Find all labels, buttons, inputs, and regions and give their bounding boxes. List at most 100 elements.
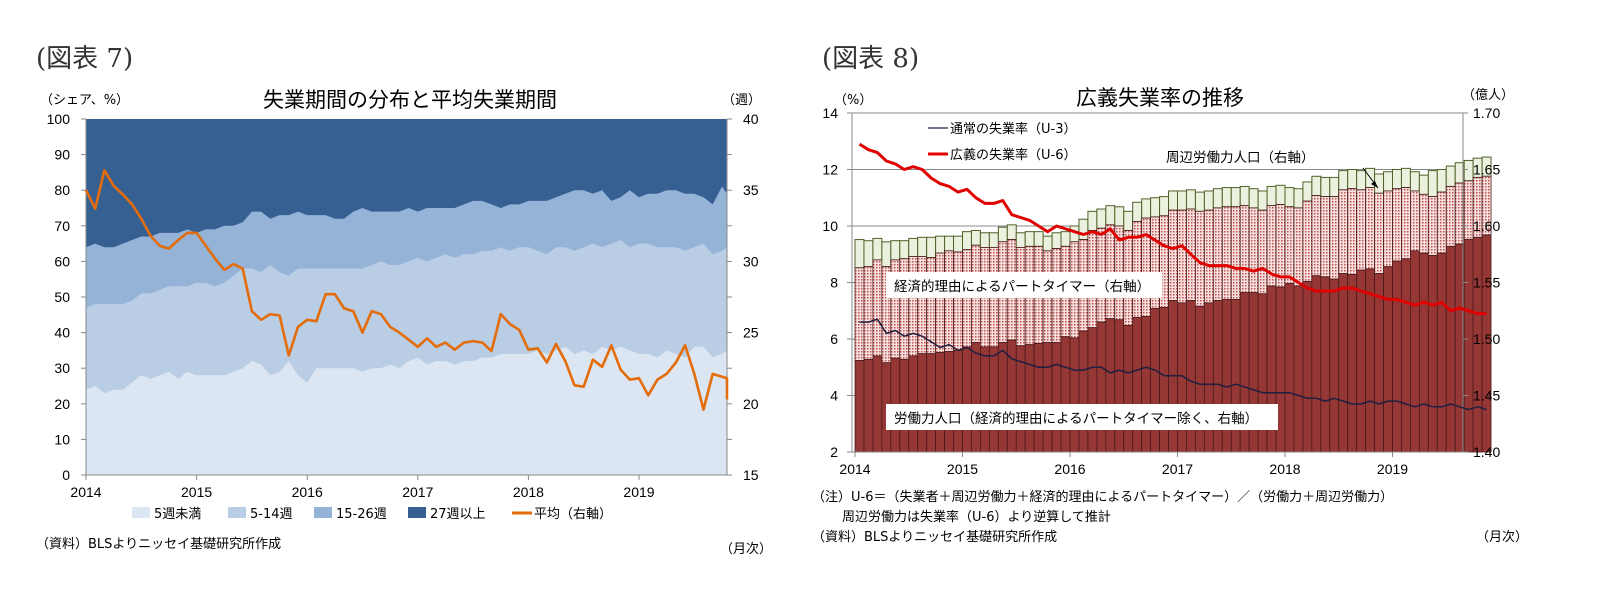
y-tick-label: 90	[54, 147, 70, 163]
bar-marginal	[1257, 190, 1268, 211]
bar-part-timers	[1365, 187, 1375, 270]
bar-part-timers	[935, 252, 945, 353]
bar-marginal	[908, 237, 919, 258]
legend-swatch-lt5	[132, 507, 150, 518]
bar-part-timers	[1221, 206, 1232, 300]
x-tick-label: 2015	[181, 484, 212, 500]
bar-marginal	[1311, 175, 1322, 196]
bar-marginal	[944, 235, 955, 252]
chart-8-title: 広義失業率の推移	[1076, 86, 1244, 110]
bar-labor-force	[1401, 258, 1411, 453]
bar-labor-force	[988, 346, 999, 453]
bar-labor-force	[1150, 308, 1160, 453]
bar-marginal	[1409, 171, 1420, 192]
y-tick-label: 10	[54, 431, 70, 447]
bar-marginal	[1105, 205, 1116, 226]
bar-labor-force	[1427, 254, 1438, 453]
bar-marginal	[1356, 170, 1367, 191]
annotation-part-timers: 経済的理由によるパートタイマー（右軸）	[894, 279, 1150, 295]
bar-part-timers	[1284, 206, 1295, 285]
bar-marginal	[1177, 190, 1187, 211]
bar-marginal	[1185, 189, 1196, 210]
legend-label-avg: 平均（右軸）	[534, 507, 612, 522]
y2-tick-label: 1.60	[1473, 218, 1500, 234]
y-tick-label: 60	[54, 253, 70, 269]
y-tick-label: 12	[822, 162, 838, 178]
bar-part-timers	[1311, 195, 1322, 277]
bar-marginal	[1230, 187, 1241, 208]
bar-marginal	[1159, 196, 1170, 217]
bar-marginal	[1015, 232, 1026, 248]
bar-marginal	[881, 241, 892, 268]
bar-labor-force	[1311, 275, 1322, 453]
bar-part-timers	[1427, 196, 1438, 256]
bar-labor-force	[1087, 327, 1098, 453]
bar-labor-force	[872, 355, 883, 453]
chart-7-right-unit: （週）	[722, 93, 762, 108]
y-tick-label: 20	[54, 396, 70, 412]
bar-labor-force	[997, 341, 1008, 453]
chart-8-source: （資料）BLSよりニッセイ基礎研究所作成	[812, 530, 1058, 545]
bar-labor-force	[1356, 269, 1367, 453]
bar-labor-force	[1006, 339, 1017, 453]
bar-marginal	[1302, 181, 1313, 202]
legend-swatch-w27	[408, 507, 426, 518]
line-u6	[858, 142, 1487, 316]
y2-tick-label: 20	[743, 396, 759, 412]
bar-marginal	[1239, 185, 1250, 207]
bar-labor-force	[1365, 268, 1375, 453]
bar-marginal	[962, 231, 972, 251]
bar-marginal	[854, 239, 865, 269]
bar-labor-force	[1293, 285, 1304, 453]
bar-marginal	[1293, 188, 1304, 209]
bar-part-timers	[1248, 207, 1259, 294]
x-tick-label: 2017	[1162, 461, 1193, 477]
chart-8-frequency: （月次）	[1476, 530, 1529, 545]
y2-tick-label: 25	[743, 325, 759, 341]
area-lt5	[86, 346, 727, 475]
bar-part-timers	[1338, 189, 1349, 274]
bar-labor-force	[926, 353, 937, 453]
y-tick-label: 6	[830, 331, 838, 347]
bar-labor-force	[1033, 343, 1044, 453]
bar-part-timers	[1356, 189, 1367, 271]
x-tick-label: 2015	[947, 461, 978, 477]
bar-marginal	[1392, 169, 1402, 190]
x-tick-label: 2014	[70, 484, 101, 500]
bar-part-timers	[1401, 187, 1411, 260]
bar-labor-force	[1096, 321, 1107, 453]
bar-marginal	[917, 236, 928, 258]
y2-tick-label: 15	[743, 467, 759, 483]
y-tick-label: 80	[54, 182, 70, 198]
x-tick-label: 2014	[839, 461, 870, 477]
annotation-labor-force: 労働力人口（経済的理由によるパートタイマー除く、右軸）	[894, 411, 1258, 427]
bar-marginal	[1212, 188, 1223, 209]
bar-labor-force	[1392, 260, 1402, 453]
bar-marginal	[1383, 171, 1393, 192]
y2-tick-label: 30	[743, 253, 759, 269]
y-tick-label: 50	[54, 289, 70, 305]
bar-part-timers	[1293, 207, 1304, 287]
bar-marginal	[1400, 167, 1411, 189]
bar-labor-force	[1374, 273, 1384, 453]
x-tick-label: 2018	[513, 484, 544, 500]
y-tick-label: 4	[830, 388, 838, 404]
bar-part-timers	[1239, 205, 1250, 294]
x-tick-label: 2019	[1377, 461, 1408, 477]
bar-marginal	[1320, 176, 1331, 198]
y2-tick-label: 1.70	[1473, 105, 1500, 121]
bar-part-timers	[863, 266, 874, 360]
bar-labor-force	[854, 360, 865, 453]
y2-tick-label: 1.45	[1473, 388, 1500, 404]
chart-8-note-1: （注）U-6＝（失業者＋周辺労働力＋経済的理由によるパートタイマー）／（労働力＋…	[812, 490, 1394, 505]
bar-marginal	[1033, 231, 1044, 247]
bar-marginal	[970, 230, 981, 246]
bar-part-timers	[1230, 206, 1241, 300]
bar-labor-force	[908, 355, 919, 453]
y-tick-label: 2	[830, 444, 838, 460]
chart-7-frequency: （月次）	[720, 542, 773, 557]
bar-part-timers	[872, 259, 883, 357]
bar-marginal	[1203, 190, 1214, 211]
bar-marginal	[1275, 184, 1286, 206]
